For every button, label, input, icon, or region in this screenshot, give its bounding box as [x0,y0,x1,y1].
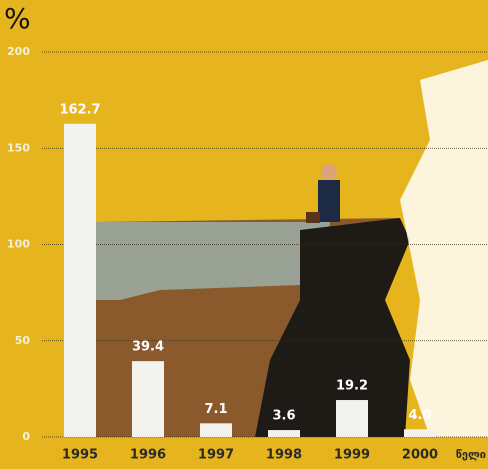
y-axis-label: % [4,2,31,35]
value-label: 7.1 [204,402,227,417]
bar [404,429,436,437]
x-tick-label: 1999 [334,448,370,463]
y-tick-label: 0 [22,430,30,443]
value-label: 19.2 [336,379,368,394]
value-label: 162.7 [59,102,100,117]
value-label: 3.6 [272,409,295,424]
x-tick-label: 1996 [130,448,166,463]
bar [336,400,368,437]
bar [268,430,300,437]
value-label: 39.4 [132,340,164,355]
x-axis-label: წელი [456,448,486,461]
man-head [321,164,337,180]
y-tick-label: 100 [7,238,30,251]
bar [64,124,96,437]
bar [200,423,232,437]
cloud [400,60,488,437]
briefcase [306,212,320,223]
x-tick-label: 1995 [62,448,98,463]
x-tick-label: 2000 [402,448,438,463]
y-tick-label: 200 [7,45,30,58]
value-label: 4.0 [408,408,431,423]
x-tick-label: 1998 [266,448,302,463]
y-tick-label: 150 [7,141,30,154]
chart: % წელი 0 50 100 150 200 1995 162.7 1996 39.4 1997… [0,0,488,469]
man [318,180,340,222]
bar [132,361,164,437]
x-tick-label: 1997 [198,448,234,463]
y-tick-label: 50 [15,334,31,347]
